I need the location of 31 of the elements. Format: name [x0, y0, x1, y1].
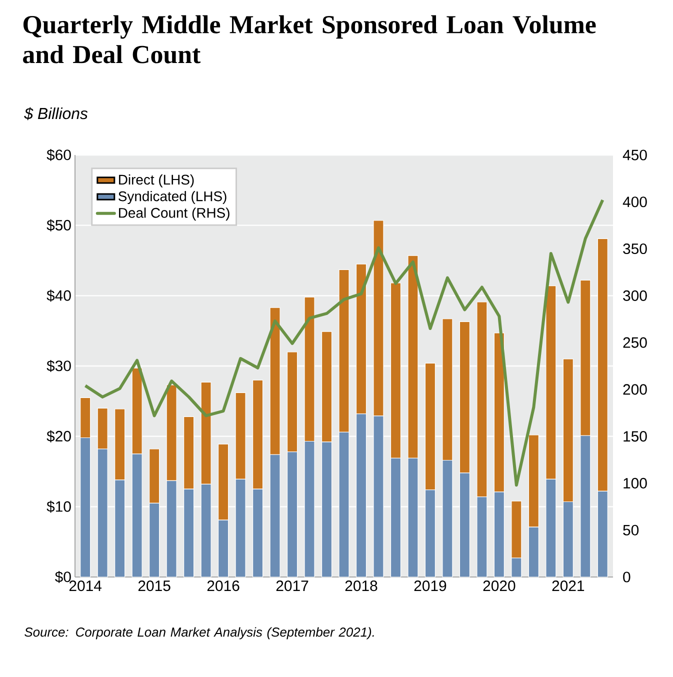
- chart-subtitle: $ Billions: [24, 107, 88, 120]
- y2-tick-label: 300: [623, 290, 647, 301]
- y-tick-label: $20: [46, 430, 71, 442]
- y2-tick-label: 200: [623, 384, 647, 395]
- y2-tick-label: 100: [624, 478, 647, 489]
- y2-tick-label: 350: [623, 243, 647, 254]
- x-tick-label: 2018: [345, 580, 378, 592]
- x-tick-label: 2021: [552, 580, 584, 592]
- x-tick-label: 2015: [138, 580, 170, 592]
- legend-label: Deal Count (RHS): [119, 208, 230, 221]
- source-note: Source: Corporate Loan Market Analysis (September 2021).: [24, 627, 374, 640]
- y-tick-label: $0: [55, 570, 71, 584]
- chart-title: Quarterly Middle Market Sponsored Loan Volume and Deal Count: [23, 15, 596, 64]
- y-tick-label: $40: [46, 290, 71, 302]
- y2-tick-label: 50: [623, 524, 639, 536]
- y2-tick-label: 400: [622, 196, 647, 208]
- x-tick-label: 2014: [69, 580, 102, 592]
- y2-tick-label: 150: [624, 431, 647, 442]
- y2-tick-label: 250: [623, 337, 647, 348]
- x-tick-label: 2016: [207, 580, 240, 592]
- y-tick-label: $30: [46, 360, 71, 372]
- y2-tick-label: 450: [622, 150, 647, 160]
- x-tick-label: 2020: [483, 580, 516, 592]
- x-tick-label: 2017: [276, 580, 308, 592]
- y-tick-label: $10: [46, 500, 71, 513]
- x-tick-label: 2019: [414, 580, 446, 592]
- y-tick-label: $60: [46, 148, 71, 162]
- legend-label: Direct (LHS): [119, 174, 194, 188]
- y2-tick-label: 0: [623, 572, 630, 582]
- legend-label: Syndicated (LHS): [118, 190, 226, 204]
- y-tick-label: $50: [46, 219, 71, 232]
